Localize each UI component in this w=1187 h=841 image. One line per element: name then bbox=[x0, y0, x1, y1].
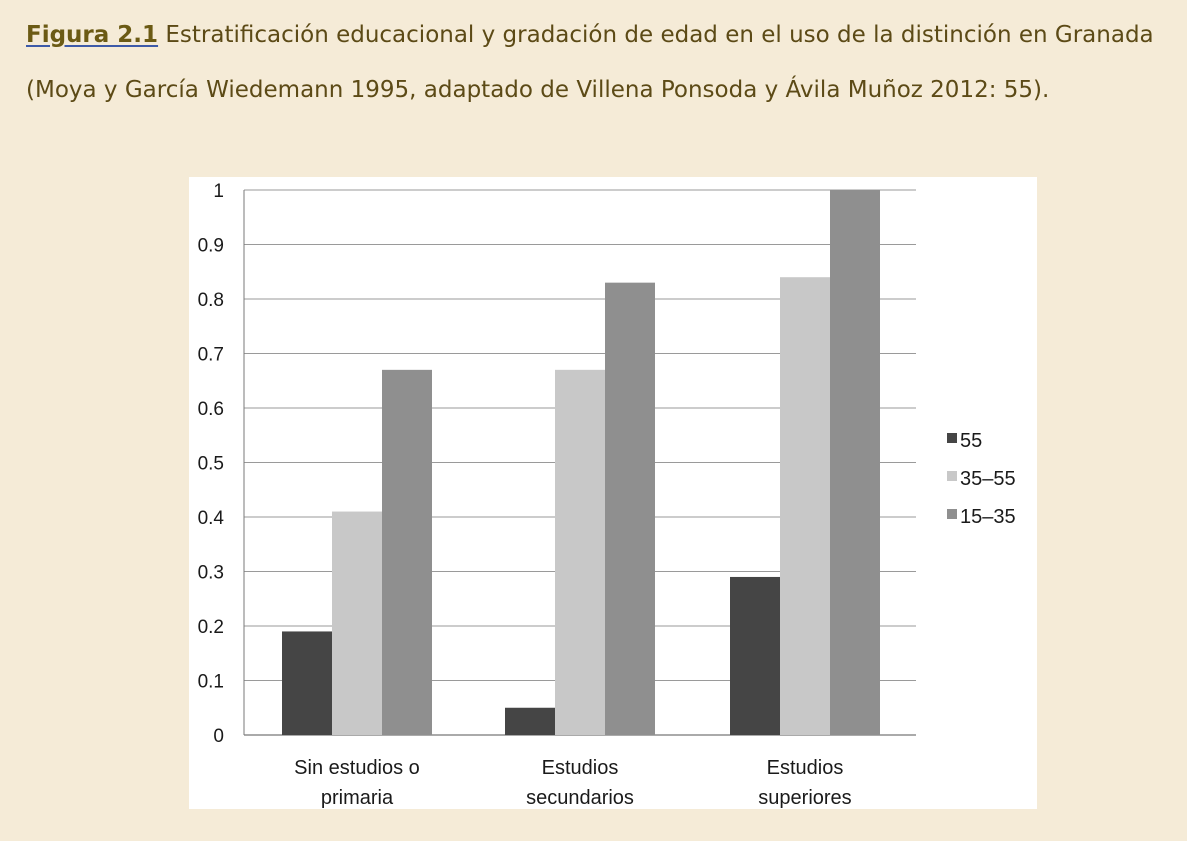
y-tick-label: 0.2 bbox=[198, 617, 224, 638]
figure-caption-text: Estratificación educacional y gradación … bbox=[26, 22, 1154, 103]
y-tick-label: 0.6 bbox=[198, 399, 224, 420]
y-tick-label: 0.4 bbox=[198, 508, 225, 529]
bar-15–35-1 bbox=[605, 282, 655, 735]
y-tick-label: 0.5 bbox=[198, 454, 224, 475]
legend-swatch bbox=[947, 471, 957, 481]
x-category-label: Sin estudios o bbox=[294, 757, 420, 779]
legend-swatch bbox=[947, 509, 957, 519]
figure-caption: Figura 2.1 Estratificación educacional y… bbox=[26, 8, 1176, 118]
bar-55-0 bbox=[282, 631, 332, 735]
bar-55-1 bbox=[505, 707, 555, 735]
y-tick-label: 1 bbox=[213, 181, 224, 202]
y-tick-label: 0.3 bbox=[198, 563, 224, 584]
legend-label: 35–55 bbox=[960, 468, 1016, 490]
legend-label: 15–35 bbox=[960, 506, 1016, 528]
chart-svg: 0 0.1 0.2 0.3 0.4 0.5 0.6 0.7 0.8 0.9 1 Sin estudio… bbox=[198, 181, 1016, 809]
bar-15–35-2 bbox=[830, 190, 880, 735]
y-tick-label: 0.8 bbox=[198, 290, 224, 311]
y-tick-label: 0.7 bbox=[198, 345, 224, 366]
x-category-label: Estudios bbox=[542, 757, 619, 779]
figure-label-link[interactable]: Figura 2.1 bbox=[26, 22, 159, 48]
legend-swatch bbox=[947, 433, 957, 443]
y-tick-label: 0.1 bbox=[198, 672, 224, 693]
bar-55-2 bbox=[730, 576, 780, 735]
bar-35–55-0 bbox=[332, 511, 382, 735]
x-category-label: Estudios bbox=[767, 757, 844, 779]
bar-chart: 0 0.1 0.2 0.3 0.4 0.5 0.6 0.7 0.8 0.9 1 Sin estudio… bbox=[189, 177, 1037, 809]
x-category-label: primaria bbox=[321, 787, 394, 809]
bar-35–55-1 bbox=[555, 369, 605, 735]
y-tick-label: 0.9 bbox=[198, 236, 224, 257]
x-category-label: superiores bbox=[758, 787, 851, 809]
bar-15–35-0 bbox=[382, 369, 432, 735]
y-tick-label: 0 bbox=[213, 726, 224, 747]
legend-label: 55 bbox=[960, 430, 982, 452]
bar-35–55-2 bbox=[780, 277, 830, 735]
x-category-label: secundarios bbox=[526, 787, 634, 809]
